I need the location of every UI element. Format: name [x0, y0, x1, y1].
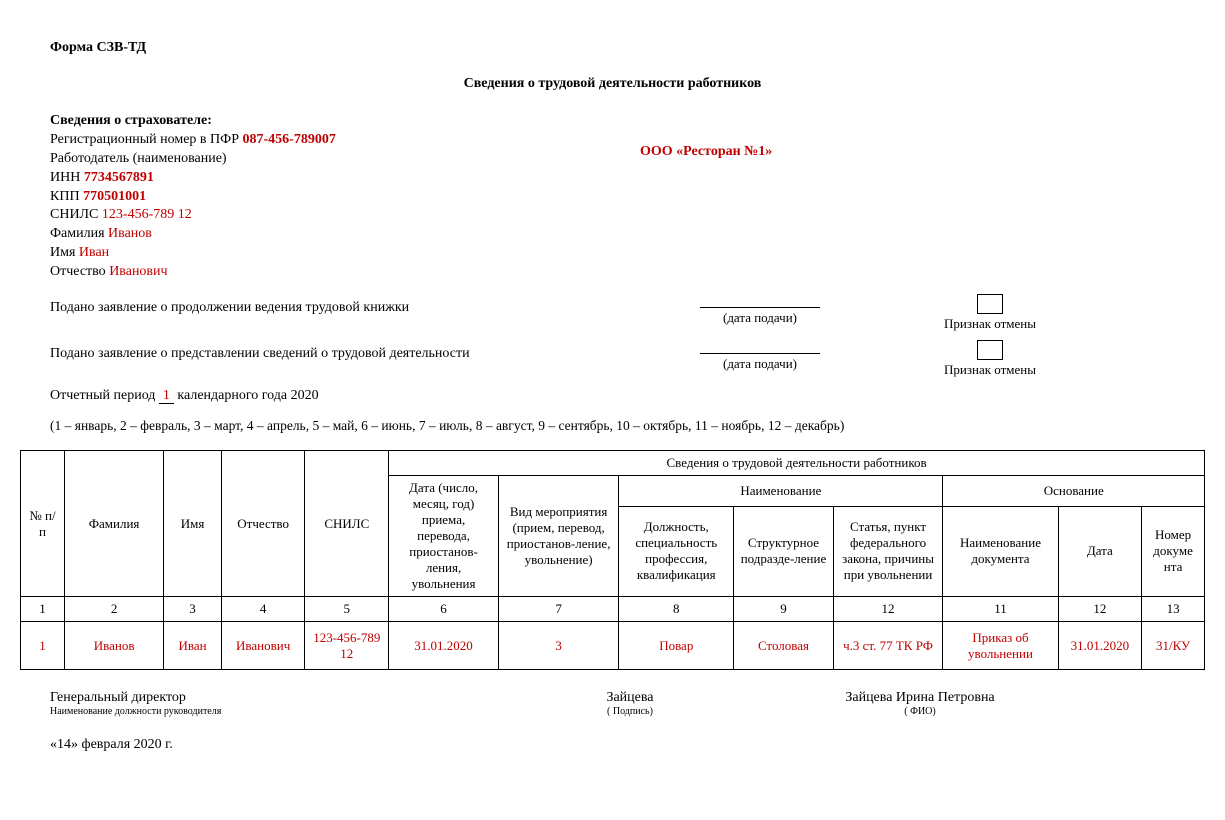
statement-1: Подано заявление о продолжении ведения т… [50, 294, 630, 316]
sig-position-caption: Наименование должности руководителя [50, 706, 490, 717]
period-prefix: Отчетный период [50, 388, 155, 403]
main-table: № п/п Фамилия Имя Отчество СНИЛС Сведени… [20, 450, 1205, 670]
col-name-group: Наименование [619, 476, 943, 507]
cell-position: Повар [619, 622, 734, 670]
cell-snils: 123-456-789 12 [305, 622, 389, 670]
cancel-caption-2: Признак отмены [890, 362, 1090, 378]
cell-event: 3 [498, 622, 618, 670]
sig-signature: Зайцева [490, 690, 770, 706]
kpp-label: КПП [50, 189, 80, 204]
lastname-value: Иванов [108, 226, 152, 241]
reg-value: 087-456-789007 [243, 132, 336, 147]
cell-date: 31.01.2020 [389, 622, 499, 670]
statement-2: Подано заявление о представлении сведени… [50, 340, 630, 362]
cell-docname: Приказ об увольнении [943, 622, 1058, 670]
sig-position: Генеральный директор [50, 690, 490, 706]
col-span-header: Сведения о трудовой деятельности работни… [389, 451, 1205, 476]
col-patronymic: Отчество [221, 451, 305, 597]
cancel-checkbox-1[interactable] [977, 294, 1003, 314]
statements-block: Подано заявление о продолжении ведения т… [50, 294, 1175, 378]
date-caption-2: (дата подачи) [630, 356, 890, 372]
document-date: «14» февраля 2020 г. [20, 737, 1205, 753]
employer-name: ООО «Ресторан №1» [640, 144, 772, 160]
cell-unit: Столовая [734, 622, 833, 670]
cancel-checkbox-2[interactable] [977, 340, 1003, 360]
reg-label: Регистрационный номер в ПФР [50, 132, 239, 147]
data-row: 1 Иванов Иван Иванович 123-456-789 12 31… [21, 622, 1205, 670]
cell-docdate: 31.01.2020 [1058, 622, 1142, 670]
col-event: Вид мероприятия (прием, перевод, приоста… [498, 476, 618, 597]
date-caption-1: (дата подачи) [630, 310, 890, 326]
cell-firstname: Иван [164, 622, 222, 670]
firstname-value: Иван [79, 245, 109, 260]
col-article: Статья, пункт федерального закона, причи… [833, 506, 943, 596]
inn-value: 7734567891 [84, 170, 154, 185]
col-date: Дата (число, месяц, год) приема, перевод… [389, 476, 499, 597]
date-field-2[interactable] [700, 340, 820, 354]
cell-lastname: Иванов [64, 622, 163, 670]
snils-label: СНИЛС [50, 207, 98, 222]
signatures-block: Генеральный директор Наименование должно… [20, 690, 1205, 717]
col-docname: Наименование документа [943, 506, 1058, 596]
sig-fio: Зайцева Ирина Петровна [770, 690, 1070, 706]
insurer-header: Сведения о страхователе: [50, 112, 1175, 131]
col-position: Должность, специальность профессия, квал… [619, 506, 734, 596]
patronymic-label: Отчество [50, 264, 106, 279]
sig-fio-caption: ( ФИО) [770, 706, 1070, 717]
firstname-label: Имя [50, 245, 75, 260]
form-code: Форма СЗВ-ТД [50, 40, 1175, 56]
sig-signature-caption: ( Подпись) [490, 706, 770, 717]
cell-article: ч.3 ст. 77 ТК РФ [833, 622, 943, 670]
col-docdate: Дата [1058, 506, 1142, 596]
cell-num: 1 [21, 622, 65, 670]
date-field-1[interactable] [700, 294, 820, 308]
col-unit: Структурное подразде-ление [734, 506, 833, 596]
col-num: № п/п [21, 451, 65, 597]
col-basis-group: Основание [943, 476, 1205, 507]
period-suffix: календарного года 2020 [177, 388, 318, 403]
col-docnum: Номер докуме нта [1142, 506, 1205, 596]
snils-value: 123-456-789 12 [102, 207, 192, 222]
number-row: 1 2 3 4 5 6 7 8 9 12 11 12 13 [21, 597, 1205, 622]
kpp-value: 770501001 [83, 189, 146, 204]
period-number: 1 [159, 388, 174, 404]
insurer-block: Сведения о страхователе: Регистрационный… [50, 112, 1175, 282]
months-legend: (1 – январь, 2 – февраль, 3 – март, 4 – … [50, 418, 1175, 434]
document-title: Сведения о трудовой деятельности работни… [50, 76, 1175, 92]
lastname-label: Фамилия [50, 226, 105, 241]
col-lastname: Фамилия [64, 451, 163, 597]
col-snils: СНИЛС [305, 451, 389, 597]
cell-patronymic: Иванович [221, 622, 305, 670]
employer-label: Работодатель (наименование) [50, 150, 1175, 169]
inn-label: ИНН [50, 170, 80, 185]
patronymic-value: Иванович [109, 264, 167, 279]
period-row: Отчетный период 1 календарного года 2020 [50, 388, 1175, 404]
cancel-caption-1: Признак отмены [890, 316, 1090, 332]
col-firstname: Имя [164, 451, 222, 597]
cell-docnum: 31/КУ [1142, 622, 1205, 670]
